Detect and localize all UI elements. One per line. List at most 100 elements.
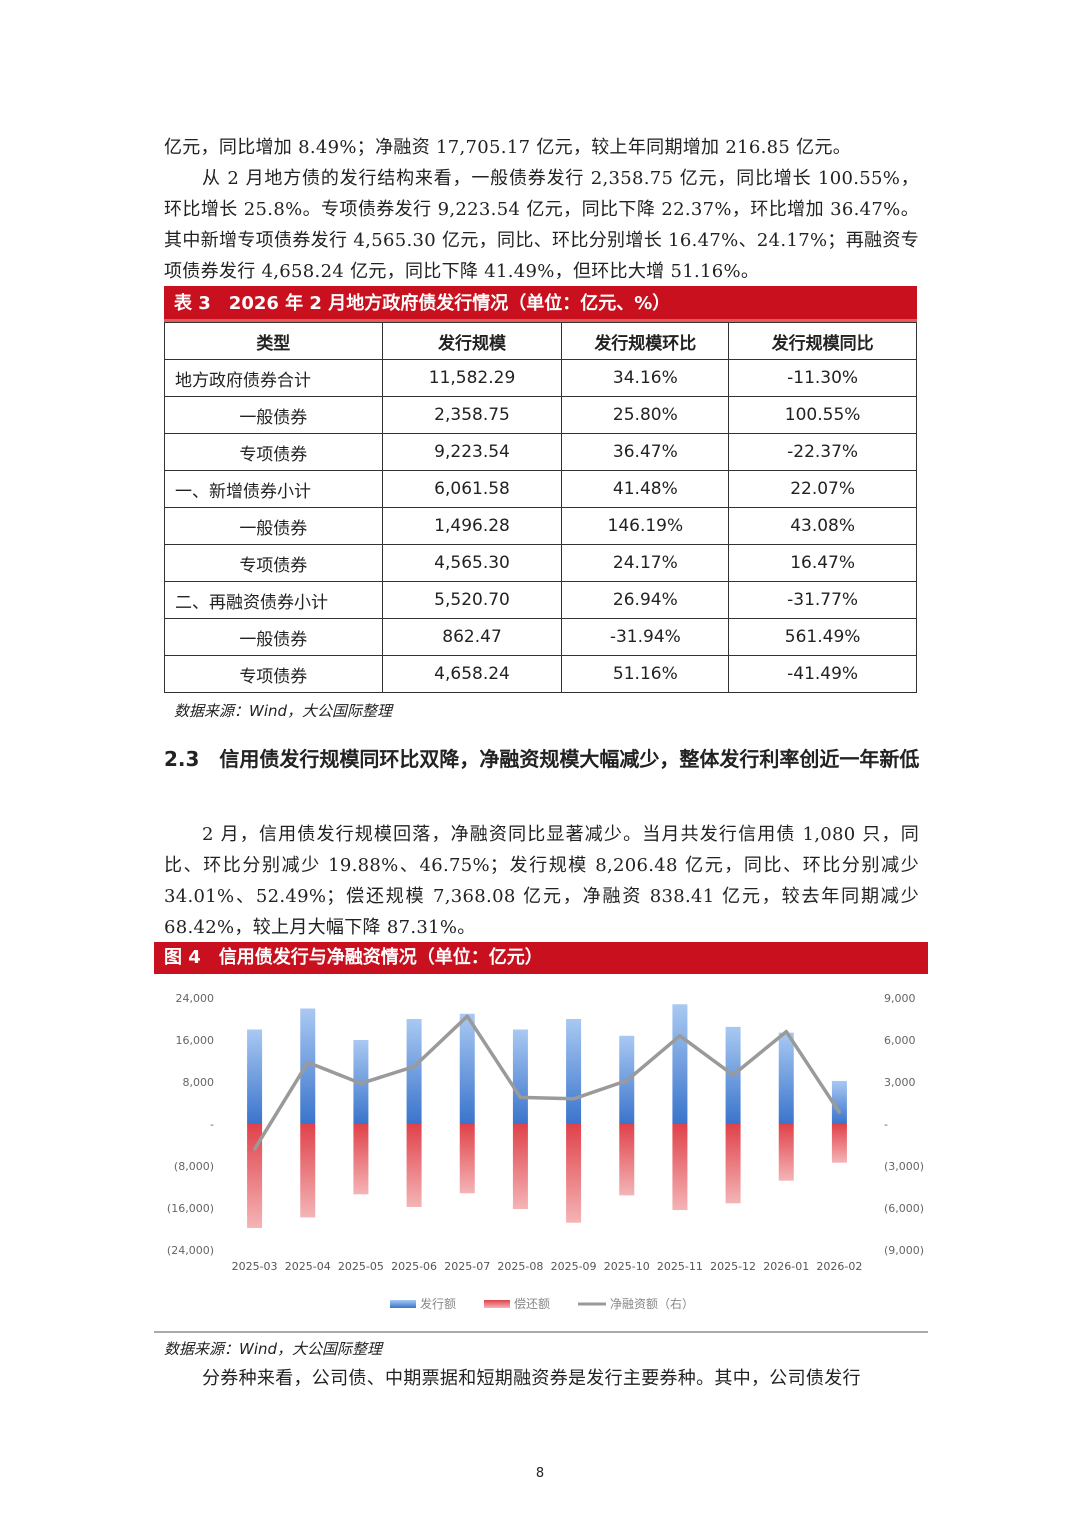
y-left-tick-label: 8,000 [183, 1076, 215, 1089]
x-tick-label: 2025-07 [444, 1260, 490, 1273]
repay-bar [406, 1124, 422, 1207]
net-financing-point [837, 1110, 841, 1114]
y-right-tick-label: (6,000) [884, 1202, 924, 1215]
net-financing-line [253, 1014, 841, 1151]
y-right-tick-label: (3,000) [884, 1160, 924, 1173]
y-right-tick-label: - [884, 1118, 888, 1131]
table-row: 二、再融资债券小计 5,520.70 26.94% -31.77% [164, 581, 917, 619]
net-financing-point [306, 1060, 310, 1064]
repay-bar [459, 1124, 475, 1194]
paragraph-4: 分券种来看，公司债、中期票据和短期融资券是发行主要券种。其中，公司债发行 [202, 1368, 861, 1389]
x-tick-label: 2026-02 [816, 1260, 862, 1273]
paragraph-1: 亿元，同比增加 8.49%；净融资 17,705.17 亿元，较上年同期增加 2… [164, 137, 852, 158]
local-gov-bond-table: 类型 发行规模 发行规模环比 发行规模同比 地方政府债券合计 11,582.29… [164, 322, 917, 693]
net-financing-point [678, 1034, 682, 1038]
issue-bar [459, 1013, 475, 1124]
y-left-tick-label: (8,000) [174, 1160, 214, 1173]
table-cell: 一般债券 [164, 507, 383, 545]
table-cell: 一般债券 [164, 618, 383, 656]
repay-bar [566, 1124, 582, 1223]
net-financing-point [359, 1081, 363, 1085]
issue-bar [247, 1029, 263, 1124]
table-row: 一、新增债券小计 6,061.58 41.48% 22.07% [164, 470, 917, 508]
table-cell: 4,565.30 [381, 544, 563, 582]
table-title: 表 3 2026 年 2 月地方政府债发行情况（单位：亿元、%） [164, 286, 917, 322]
issue-bar [831, 1080, 847, 1124]
table-row: 一般债券 2,358.75 25.80% 100.55% [164, 396, 917, 434]
x-tick-label: 2025-04 [285, 1260, 331, 1273]
table-cell: 专项债券 [164, 544, 383, 582]
chart-title: 图 4 信用债发行与净融资情况（单位：亿元） [154, 942, 928, 974]
table-cell: 24.17% [561, 544, 730, 582]
issue-bar [300, 1008, 316, 1124]
table-cell: 4,658.24 [381, 655, 563, 693]
table-cell: -41.49% [728, 655, 917, 693]
x-tick-label: 2025-08 [497, 1260, 543, 1273]
chart-canvas: (24,000) (9,000) (16,000) (6,000) (8,000) (3,… [167, 992, 924, 1311]
table-source: 数据来源：Wind，大公国际整理 [174, 702, 393, 720]
y-right-tick-label: 6,000 [884, 1034, 916, 1047]
issue-bar [672, 1004, 688, 1124]
paragraph-2: 从 2 月地方债的发行结构来看，一般债券发行 2,358.75 亿元，同比增长 … [164, 168, 919, 282]
x-tick-label: 2025-05 [338, 1260, 384, 1273]
table-cell: 5,520.70 [381, 581, 563, 619]
table-cell: 6,061.58 [381, 470, 563, 508]
net-financing-point [731, 1073, 735, 1077]
x-tick-label: 2025-03 [232, 1260, 278, 1273]
table-cell: 专项债券 [164, 655, 383, 693]
table-row: 地方政府债券合计 11,582.29 34.16% -11.30% [164, 359, 917, 397]
table-cell: 51.16% [561, 655, 730, 693]
table-cell: -31.77% [728, 581, 917, 619]
legend-label: 偿还额 [514, 1296, 550, 1311]
table-cell: 26.94% [561, 581, 730, 619]
y-left-tick-label: (16,000) [167, 1202, 214, 1215]
table-header-cell: 类型 [164, 322, 383, 360]
repay-bar [831, 1124, 847, 1163]
table-cell: 一般债券 [164, 396, 383, 434]
legend-swatch [390, 1300, 416, 1308]
table-cell: 2,358.75 [381, 396, 563, 434]
repay-bar [247, 1124, 263, 1228]
chart-source: 数据来源：Wind，大公国际整理 [164, 1340, 383, 1358]
repay-bar [725, 1124, 741, 1204]
net-financing-point [253, 1147, 257, 1151]
issue-bar [778, 1032, 794, 1124]
table-cell: 146.19% [561, 507, 730, 545]
chart-divider [154, 1331, 928, 1333]
net-financing-point [412, 1065, 416, 1069]
table-cell: 11,582.29 [381, 359, 563, 397]
issue-bar [566, 1019, 582, 1124]
table-row: 专项债券 4,565.30 24.17% 16.47% [164, 544, 917, 582]
table-cell: 地方政府债券合计 [164, 359, 383, 397]
table-row: 一般债券 1,496.28 146.19% 43.08% [164, 507, 917, 545]
credit-bond-chart: 图 4 信用债发行与净融资情况（单位：亿元） (24,000) (9,000) (1… [154, 942, 928, 1334]
repay-bar [672, 1124, 688, 1211]
table-cell: 41.48% [561, 470, 730, 508]
table-cell: 36.47% [561, 433, 730, 471]
table-cell: 34.16% [561, 359, 730, 397]
repay-bar [619, 1124, 635, 1196]
table-cell: 9,223.54 [381, 433, 563, 471]
issue-bar [512, 1029, 528, 1124]
table-cell: -31.94% [561, 618, 730, 656]
legend-label: 净融资额（右） [610, 1296, 694, 1311]
table-row: 专项债券 4,658.24 51.16% -41.49% [164, 655, 917, 693]
net-financing-point [784, 1030, 788, 1034]
table-header-row: 类型 发行规模 发行规模环比 发行规模同比 [164, 322, 917, 360]
y-left-tick-label: - [210, 1118, 214, 1131]
net-financing-point [572, 1097, 576, 1101]
table-cell: 22.07% [728, 470, 917, 508]
legend-swatch [484, 1300, 510, 1308]
table-row: 专项债券 9,223.54 36.47% -22.37% [164, 433, 917, 471]
y-right-tick-label: (9,000) [884, 1244, 924, 1257]
table-cell: 43.08% [728, 507, 917, 545]
table-cell: 25.80% [561, 396, 730, 434]
repay-bar [300, 1124, 316, 1218]
net-financing-point [518, 1095, 522, 1099]
table-cell: 561.49% [728, 618, 917, 656]
net-financing-point [625, 1079, 629, 1083]
table-cell: 专项债券 [164, 433, 383, 471]
table-header-cell: 发行规模 [381, 322, 563, 360]
table-cell: 二、再融资债券小计 [164, 581, 383, 619]
paragraph-3: 2 月，信用债发行规模回落，净融资同比显著减少。当月共发行信用债 1,080 只… [164, 824, 919, 938]
